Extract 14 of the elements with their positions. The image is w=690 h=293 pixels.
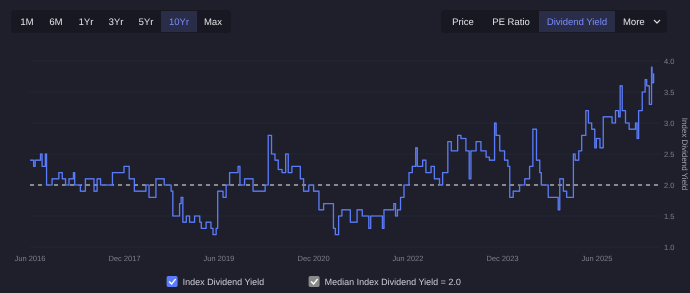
- ref-line-label: Median Index Dividend Yield = 2.0: [324, 277, 461, 287]
- text: PE Ratio: [492, 17, 530, 28]
- text: 5Yr: [138, 17, 154, 28]
- text: Max: [204, 17, 222, 28]
- text: Dividend Yield: [546, 17, 608, 28]
- text: Price: [452, 17, 474, 28]
- legend-label: Index Dividend Yield: [182, 277, 264, 287]
- text: 1Yr: [78, 17, 94, 28]
- text: More: [623, 17, 645, 28]
- text: 10Yr: [168, 17, 190, 28]
- text: 1M: [20, 17, 34, 28]
- text: 6M: [49, 17, 63, 28]
- text: 3Yr: [108, 17, 124, 28]
- y-axis-title: Index Dividend Yield: [680, 118, 689, 190]
